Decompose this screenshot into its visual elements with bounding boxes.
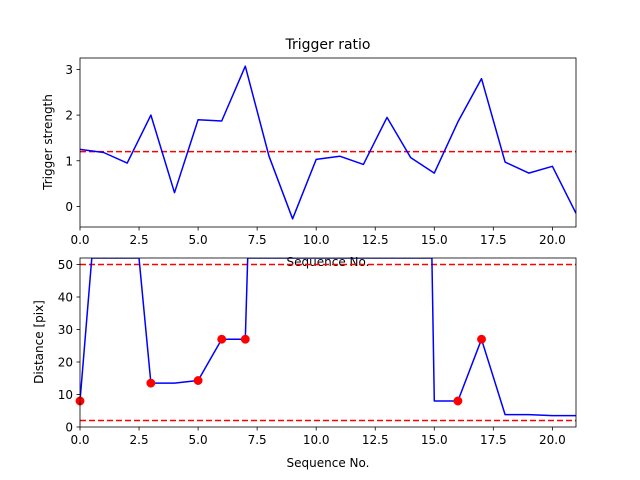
bottom-data-point [240,334,250,344]
top-y-axis-label: Trigger strength [41,94,55,191]
top-y-tick-label: 1 [65,154,73,168]
bottom-x-axis-label: Sequence No. [287,456,370,470]
bottom-y-tick-label: 30 [58,323,73,337]
top-x-tick-label: 20.0 [539,233,566,247]
bottom-y-tick-label: 40 [58,291,73,305]
top-y-tick-label: 0 [65,200,73,214]
bottom-y-tick-label: 50 [58,258,73,272]
bottom-x-tick-label: 2.5 [130,433,149,447]
bottom-data-point [453,396,463,406]
bottom-y-axis-label: Distance [pix] [32,300,46,384]
bottom-series-line-0 [80,258,576,417]
bottom-y-tick-label: 10 [58,388,73,402]
bottom-y-tick-label: 20 [58,356,73,370]
bottom-data-point [193,376,203,385]
bottom-data-point [217,334,227,344]
top-x-tick-label: 12.5 [362,233,389,247]
chart-title: Trigger ratio [284,37,370,53]
top-plot-frame [79,57,577,228]
top-x-tick-label: 15.0 [421,233,448,247]
top-x-axis-label: Sequence No. [287,255,370,269]
bottom-x-tick-label: 12.5 [362,433,389,447]
top-series-line-0 [80,65,576,220]
bottom-plot-frame [79,257,577,428]
bottom-data-point [477,334,486,344]
bottom-x-tick-label: 15.0 [421,433,448,447]
bottom-x-tick-label: 17.5 [480,433,507,447]
bottom-y-tick-label: 0 [65,421,73,435]
bottom-x-tick-label: 20.0 [539,433,566,447]
top-y-tick-label: 2 [65,109,73,123]
bottom-x-tick-label: 0.0 [70,433,89,447]
bottom-x-tick-label: 10.0 [303,433,330,447]
top-x-tick-label: 7.5 [248,233,267,247]
top-x-tick-label: 10.0 [303,233,330,247]
bottom-data-point [146,378,156,388]
top-x-tick-label: 2.5 [130,233,149,247]
top-x-tick-label: 17.5 [480,233,507,247]
top-x-tick-label: 5.0 [189,233,208,247]
bottom-x-tick-label: 7.5 [248,433,267,447]
top-y-tick-label: 3 [65,63,73,77]
top-x-tick-label: 0.0 [70,233,89,247]
bottom-x-tick-label: 5.0 [189,433,208,447]
